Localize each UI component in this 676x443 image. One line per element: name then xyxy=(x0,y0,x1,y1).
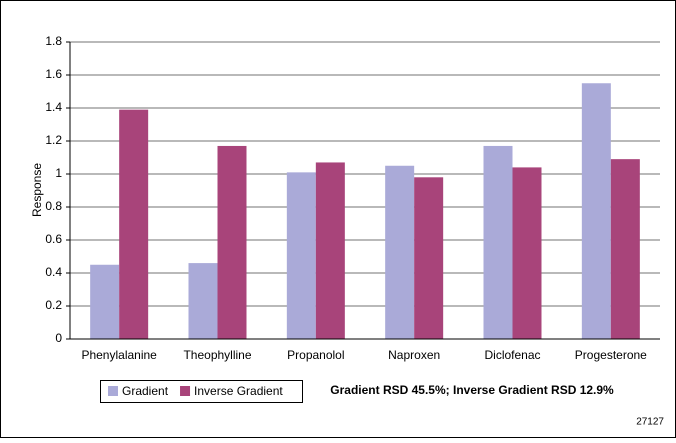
legend-swatch xyxy=(180,386,191,396)
bar xyxy=(414,177,444,339)
legend-box xyxy=(100,380,303,403)
bar xyxy=(610,159,640,339)
annotation: Gradient RSD 45.5%; Inverse Gradient RSD… xyxy=(330,383,614,397)
y-tick-label: 0.8 xyxy=(45,199,62,213)
bar xyxy=(90,264,120,339)
legend-label: Gradient xyxy=(122,384,169,398)
y-tick-label: 1.4 xyxy=(45,100,62,114)
y-tick-label: 0.2 xyxy=(45,298,62,312)
y-tick-label: 0.4 xyxy=(45,265,62,279)
bar xyxy=(483,145,513,339)
bar xyxy=(286,172,316,339)
y-axis-label: Response xyxy=(30,163,44,217)
y-tick-label: 1.8 xyxy=(45,34,62,48)
x-tick-label: Theophylline xyxy=(183,348,251,362)
x-tick-label: Naproxen xyxy=(388,348,440,362)
legend-swatch xyxy=(108,386,118,396)
y-tick-label: 1.6 xyxy=(45,67,62,81)
bar xyxy=(581,83,611,339)
x-tick-label: Progesterone xyxy=(575,348,647,362)
bar xyxy=(188,263,218,339)
x-tick-label: Propanolol xyxy=(287,348,344,362)
y-tick-label: 0.6 xyxy=(45,232,62,246)
x-tick-label: Phenylalanine xyxy=(81,348,157,362)
y-tick-label: 1.2 xyxy=(45,133,62,147)
legend-label: Inverse Gradient xyxy=(194,384,283,398)
bar xyxy=(385,165,415,339)
bar xyxy=(119,109,149,340)
bar xyxy=(315,162,345,339)
y-tick-label: 0 xyxy=(55,331,62,345)
x-tick-label: Diclofenac xyxy=(484,348,540,362)
y-tick-label: 1 xyxy=(55,166,62,180)
figure-number: 27127 xyxy=(636,417,664,428)
bar xyxy=(217,145,247,339)
bar xyxy=(512,167,542,339)
